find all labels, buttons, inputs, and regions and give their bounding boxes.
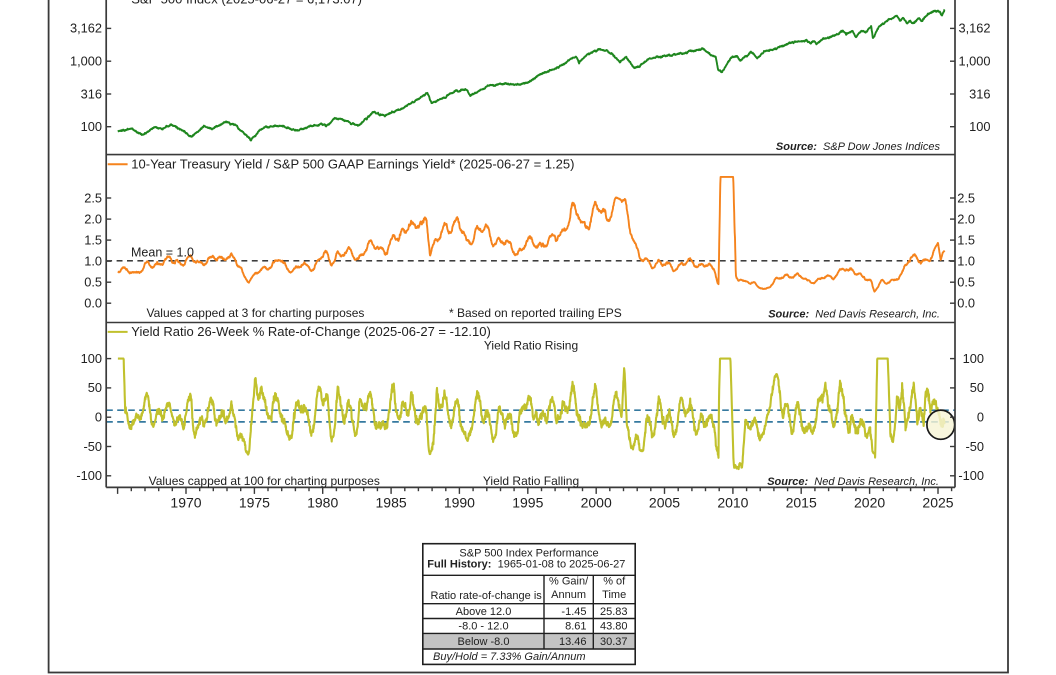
svg-text:316: 316 [969, 86, 990, 101]
svg-text:2.5: 2.5 [84, 190, 102, 205]
svg-text:-50: -50 [84, 439, 103, 454]
svg-text:50: 50 [88, 380, 102, 395]
svg-text:100: 100 [81, 119, 102, 134]
svg-text:50: 50 [970, 380, 984, 395]
svg-text:0: 0 [95, 410, 102, 425]
svg-text:43.80: 43.80 [600, 621, 628, 633]
svg-text:-100: -100 [76, 468, 102, 483]
svg-text:0: 0 [977, 410, 984, 425]
svg-text:100: 100 [81, 351, 102, 366]
svg-text:Full History: 1965-01-08 to 2: Full History: 1965-01-08 to 2025-06-27 [427, 559, 625, 571]
svg-text:Source: Ned Davis Research, I: Source: Ned Davis Research, Inc. [768, 309, 940, 321]
svg-text:Values capped at 100 for chart: Values capped at 100 for charting purpos… [149, 474, 380, 488]
svg-text:0.0: 0.0 [84, 296, 102, 311]
svg-text:0.5: 0.5 [84, 275, 102, 290]
svg-text:100: 100 [969, 119, 990, 134]
svg-text:10-Year Treasury Yield / S&P 5: 10-Year Treasury Yield / S&P 500 GAAP Ea… [131, 157, 574, 172]
svg-text:2.0: 2.0 [84, 211, 102, 226]
svg-text:Values capped at 3 for chartin: Values capped at 3 for charting purposes [147, 306, 365, 320]
svg-text:Above 12.0: Above 12.0 [456, 606, 512, 618]
svg-text:-50: -50 [966, 439, 985, 454]
svg-text:1,000: 1,000 [958, 54, 990, 69]
svg-text:-100: -100 [958, 468, 984, 483]
svg-text:Ratio rate-of-change is: Ratio rate-of-change is [431, 590, 543, 602]
svg-text:Buy/Hold = 7.33% Gain/Annum: Buy/Hold = 7.33% Gain/Annum [433, 651, 586, 663]
svg-text:1985: 1985 [376, 495, 407, 511]
svg-text:Mean = 1.0: Mean = 1.0 [131, 246, 194, 260]
svg-text:2000: 2000 [581, 495, 612, 511]
svg-text:1990: 1990 [444, 495, 475, 511]
svg-text:1,000: 1,000 [70, 54, 102, 69]
svg-text:13.46: 13.46 [559, 636, 587, 648]
svg-text:S&P 500 Index (2025-06-27 = 6,: S&P 500 Index (2025-06-27 = 6,173.07) [131, 0, 362, 6]
svg-text:2025: 2025 [922, 495, 953, 511]
svg-text:0.5: 0.5 [957, 275, 975, 290]
svg-text:S&P 500 Index Performance: S&P 500 Index Performance [459, 547, 598, 559]
svg-text:Yield Ratio Falling: Yield Ratio Falling [483, 474, 579, 488]
svg-text:1970: 1970 [170, 495, 201, 511]
svg-text:1.5: 1.5 [957, 232, 975, 247]
svg-text:100: 100 [963, 351, 984, 366]
svg-text:Below -8.0: Below -8.0 [458, 636, 510, 648]
svg-text:1.0: 1.0 [84, 254, 102, 269]
svg-text:-8.0 - 12.0: -8.0 - 12.0 [458, 621, 508, 633]
svg-text:1995: 1995 [512, 495, 543, 511]
svg-text:% of: % of [603, 576, 626, 588]
svg-text:Time: Time [602, 589, 626, 601]
svg-text:Yield Ratio Rising: Yield Ratio Rising [484, 338, 578, 352]
svg-text:30.37: 30.37 [600, 636, 628, 648]
svg-text:3,162: 3,162 [958, 21, 990, 36]
svg-text:Source: Ned Davis Research, I: Source: Ned Davis Research, Inc. [767, 476, 939, 488]
svg-text:2.5: 2.5 [957, 190, 975, 205]
svg-text:1980: 1980 [307, 495, 338, 511]
svg-text:2005: 2005 [649, 495, 680, 511]
svg-text:2020: 2020 [854, 495, 885, 511]
svg-text:8.61: 8.61 [565, 621, 586, 633]
svg-text:1.0: 1.0 [957, 254, 975, 269]
svg-text:1.5: 1.5 [84, 232, 102, 247]
svg-text:-1.45: -1.45 [561, 606, 586, 618]
svg-text:3,162: 3,162 [70, 21, 102, 36]
svg-text:Annum: Annum [551, 589, 586, 601]
svg-text:316: 316 [81, 86, 102, 101]
svg-text:Source: S&P Dow Jones Indices: Source: S&P Dow Jones Indices [776, 141, 941, 153]
svg-text:Yield Ratio 26-Week % Rate-of-: Yield Ratio 26-Week % Rate-of-Change (20… [131, 324, 491, 339]
svg-text:1975: 1975 [239, 495, 270, 511]
svg-text:* Based on reported trailing E: * Based on reported trailing EPS [449, 306, 622, 320]
svg-text:2015: 2015 [786, 495, 817, 511]
svg-text:0.0: 0.0 [957, 296, 975, 311]
svg-text:2.0: 2.0 [957, 211, 975, 226]
svg-text:25.83: 25.83 [600, 606, 628, 618]
svg-text:% Gain/: % Gain/ [549, 576, 589, 588]
svg-text:2010: 2010 [717, 495, 748, 511]
